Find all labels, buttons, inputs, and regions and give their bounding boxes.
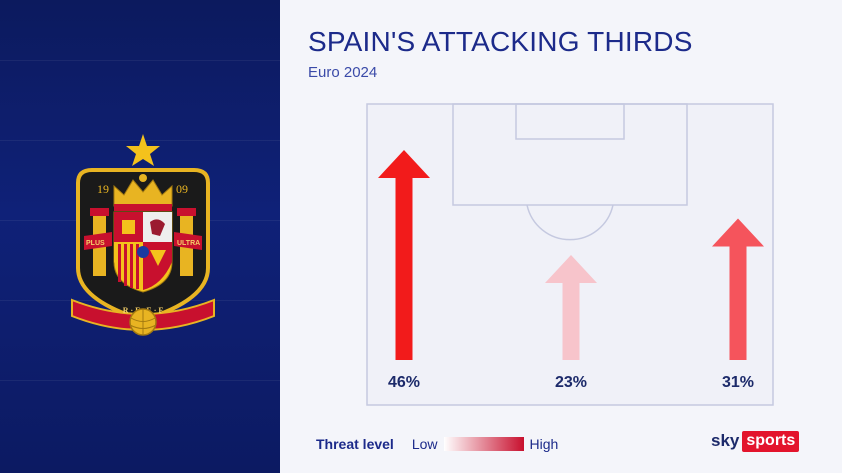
crest-motto-left: PLUS xyxy=(86,240,105,247)
legend-gradient-bar xyxy=(443,437,524,451)
chart-title: SPAIN'S ATTACKING THIRDS xyxy=(308,26,693,57)
threat-label-left: 46% xyxy=(387,374,421,391)
crest-year-right: 09 xyxy=(176,182,188,196)
crest-year-left: 19 xyxy=(97,182,109,196)
crest-motto-right: ULTRA xyxy=(177,240,200,247)
legend-low-label: Low xyxy=(411,436,438,452)
threat-legend: Threat level Low High xyxy=(316,434,558,454)
threat-label-right: 31% xyxy=(721,374,755,391)
threat-arrow-centre xyxy=(545,255,597,360)
sports-logo-text: sports xyxy=(742,430,800,452)
team-panel: 19 09 PLUS ULTRA R · F · E · F xyxy=(0,0,280,473)
penalty-arc xyxy=(526,204,614,241)
sky-sports-logo: sky sports xyxy=(711,430,800,452)
threat-arrow-right xyxy=(712,218,764,360)
sky-logo-text: sky xyxy=(711,431,740,450)
goal-area xyxy=(515,103,625,140)
legend-high-label: High xyxy=(529,436,559,452)
legend-title: Threat level xyxy=(316,436,394,452)
chart-subtitle: Euro 2024 xyxy=(308,64,378,81)
threat-arrow-left xyxy=(378,150,430,360)
threat-label-centre: 23% xyxy=(554,374,588,391)
spain-crest-icon: 19 09 PLUS ULTRA R · F · E · F xyxy=(71,134,215,336)
